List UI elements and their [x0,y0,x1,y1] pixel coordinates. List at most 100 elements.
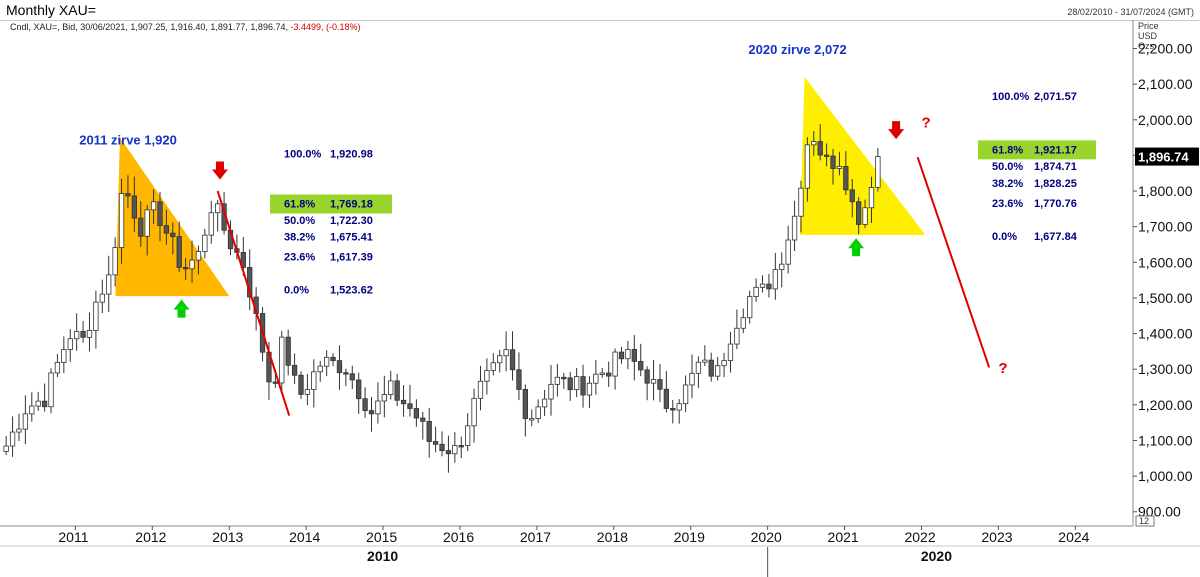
candle-body [593,373,599,384]
candle-body [163,225,170,234]
candle-body [106,274,112,295]
fib-2011-value: 1,722.30 [330,215,373,227]
y-tick-label: 1,800.00 [1138,183,1193,199]
y-axis-unit-label: Ozs [1138,41,1155,51]
candle-body [868,187,875,209]
candle-body [490,362,496,371]
x-tick-label: 2018 [597,529,628,545]
x-tick-label: 2012 [135,529,166,545]
candle-body [740,317,746,329]
candle-body [804,144,811,189]
candle-body [356,379,362,400]
candle-body [3,445,9,452]
peak-annotation: 2011 zirve 1,920 [79,133,177,148]
candle-body [509,349,516,371]
question-mark: ? [998,360,1007,377]
fib-2020-level: 100.0% [992,91,1030,103]
candle-body [138,217,144,237]
question-mark: ? [921,115,930,132]
y-scale-label: 12 [1139,516,1149,526]
candle-body [477,380,484,399]
y-tick-label: 1,700.00 [1138,219,1193,235]
candle-body [432,441,439,445]
candle-body [689,372,695,386]
candle-body [618,351,625,360]
candle-body [29,405,35,415]
x-tick-label: 2017 [520,529,551,545]
candle-body [93,301,99,331]
candle-body [875,156,881,188]
candle-body [811,141,817,146]
candle-body [445,450,452,455]
candle-body [682,384,689,405]
candle-body [823,154,830,157]
x-tick-label: 2022 [904,529,935,545]
fib-2011-value: 1,675.41 [330,231,373,243]
candle-body [426,420,432,442]
y-tick-label: 2,000.00 [1138,112,1193,128]
candle-body [695,361,702,374]
candle-body [766,283,772,290]
candle-body [644,369,650,384]
candle-body [747,296,753,319]
candle-body [9,431,16,447]
candle-body [291,364,298,376]
candle-body [388,380,394,395]
chart-header: Monthly XAU= 28/02/2010 - 31/07/2024 (GM… [0,0,1200,21]
candle-body [304,389,311,395]
candle-body [375,400,381,415]
candle-body [74,330,80,340]
candle-body [586,382,593,396]
trend-line [916,156,991,368]
candle-body [862,207,868,225]
candle-body [727,343,734,361]
candle-body [458,445,464,448]
candle-body [522,389,528,419]
fib-2020-level: 61.8% [992,144,1023,156]
candle-body [150,201,157,211]
fib-2020-value: 1,921.17 [1034,144,1077,156]
candle-body [554,376,561,385]
candle-body [791,215,798,241]
candle-body [856,201,862,225]
arrow-down-icon [211,161,228,180]
candle-body [548,383,554,400]
candle-body [836,166,843,169]
y-tick-label: 1,600.00 [1138,254,1193,270]
y-tick-label: 1,300.00 [1138,361,1193,377]
candle-body [753,286,759,297]
candle-body [394,380,400,401]
fib-2020-value: 1,770.76 [1034,198,1077,210]
candle-body [631,348,637,362]
candle-body [298,374,304,395]
x-tick-label: 2013 [212,529,243,545]
fib-2011-value: 1,523.62 [330,285,373,297]
y-tick-label: 1,000.00 [1138,468,1193,484]
candle-body [734,327,740,345]
y-scale-box [1135,515,1155,527]
candle-body [272,381,279,384]
candle-body [452,445,458,455]
candle-body [240,251,246,268]
candle-body [413,408,420,419]
candle-body [721,360,727,367]
fib-2011-value: 1,769.18 [330,199,373,211]
price-change: -3.4499, (-0.18%) [290,22,361,32]
candle-body [670,408,676,411]
candle-body [759,283,766,288]
candle-body [317,365,323,373]
candle-body [67,338,73,350]
fib-2011-level: 61.8% [284,199,315,211]
fib-2011-level: 100.0% [284,149,322,161]
y-tick-label: 1,200.00 [1138,397,1193,413]
fib-2020-value: 1,828.25 [1034,178,1077,190]
x-tick-label: 2019 [674,529,705,545]
y-tick-label: 1,500.00 [1138,290,1193,306]
candle-body [779,263,785,270]
candle-body [612,351,618,377]
candle-body [580,376,586,396]
arrow-up-icon [173,299,190,318]
candle-body [772,269,778,290]
candle-body [798,187,804,217]
